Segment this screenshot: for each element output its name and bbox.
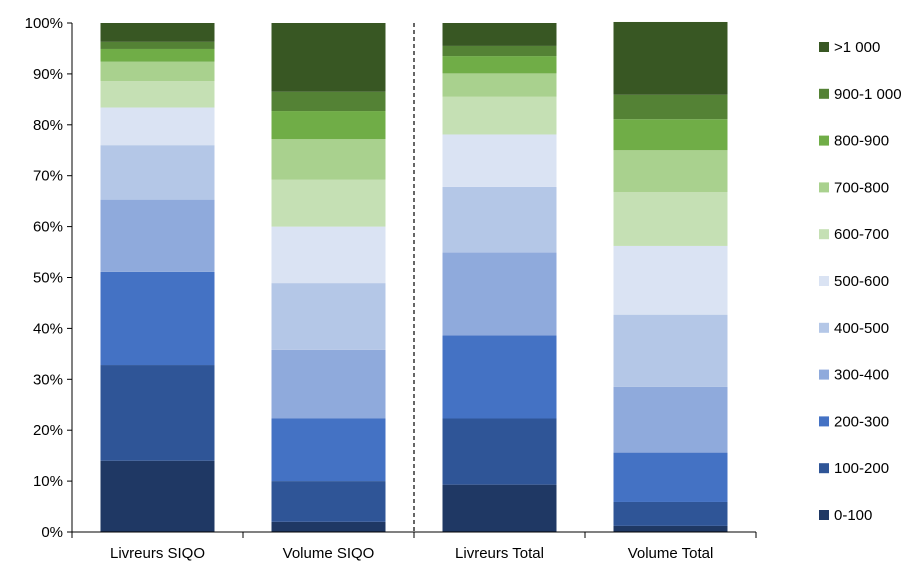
y-tick-label: 0% xyxy=(41,524,63,541)
bar-segment xyxy=(100,41,215,49)
bar-segment xyxy=(613,525,728,532)
legend-swatch xyxy=(819,463,829,474)
bar-segment xyxy=(613,150,728,192)
bar-segment xyxy=(442,56,557,74)
bar-segment xyxy=(271,283,386,350)
bar-segment xyxy=(100,107,215,146)
y-tick-label: 60% xyxy=(33,219,63,236)
bar-segment xyxy=(442,134,557,187)
bar-segment xyxy=(271,139,386,180)
legend-swatch xyxy=(819,229,829,240)
bar-segment xyxy=(442,96,557,135)
bar-segment xyxy=(613,314,728,387)
bar-segment xyxy=(613,191,728,246)
bar-segment xyxy=(100,81,215,108)
bar-segment xyxy=(100,365,215,461)
legend-swatch xyxy=(819,322,829,333)
bar-segment xyxy=(271,226,386,284)
y-tick-label: 90% xyxy=(33,66,63,83)
y-tick-label: 50% xyxy=(33,270,63,287)
legend-label: 500-600 xyxy=(834,273,889,290)
bar-segment xyxy=(271,91,386,112)
bars-layer xyxy=(100,21,728,532)
legend-swatch xyxy=(819,276,829,286)
bar-segment xyxy=(271,481,386,522)
y-tick-label: 40% xyxy=(33,320,63,337)
legend-label: 0-100 xyxy=(834,507,872,524)
legend-label: 600-700 xyxy=(834,226,889,243)
bar-segment xyxy=(100,48,215,62)
bar-segment xyxy=(271,179,386,227)
y-tick-label: 20% xyxy=(33,422,63,439)
legend-swatch xyxy=(819,182,829,193)
bar-segment xyxy=(271,23,386,92)
legend-label: >1 000 xyxy=(834,39,880,56)
y-tick-label: 70% xyxy=(33,168,63,185)
legend-swatch xyxy=(819,135,829,146)
bar-segment xyxy=(442,335,557,419)
bar-segment xyxy=(442,252,557,336)
y-tick-label: 10% xyxy=(33,473,63,490)
x-category-label: Volume SIQO xyxy=(283,545,375,562)
bar-segment xyxy=(613,21,728,95)
y-tick-label: 80% xyxy=(33,117,63,134)
legend-label: 900-1 000 xyxy=(834,86,902,103)
bar-segment xyxy=(613,94,728,120)
bar-segment xyxy=(100,145,215,200)
bar-segment xyxy=(100,271,215,366)
x-category-label: Livreurs SIQO xyxy=(110,545,205,562)
bar-segment xyxy=(613,245,728,315)
legend-swatch xyxy=(819,510,829,520)
bar-segment xyxy=(271,521,386,532)
bar-segment xyxy=(613,452,728,502)
legend-swatch xyxy=(819,369,829,380)
y-tick-label: 100% xyxy=(25,15,63,32)
bar-segment xyxy=(271,111,386,140)
y-tick-label: 30% xyxy=(33,371,63,388)
bar-segment xyxy=(100,460,215,532)
bar-segment xyxy=(442,418,557,485)
x-category-label: Volume Total xyxy=(628,545,714,562)
bar-segment xyxy=(613,501,728,526)
legend-label: 800-900 xyxy=(834,133,889,150)
bar-segment xyxy=(442,45,557,57)
axes-layer: 0% 10% 20% 30% 40% 50% 60% 70% 80% 90% 100% Livreur… xyxy=(25,15,757,562)
bar-segment xyxy=(100,199,215,272)
legend-swatch xyxy=(819,42,829,52)
legend-label: 300-400 xyxy=(834,367,889,384)
bar-segment xyxy=(100,61,215,82)
bar-segment xyxy=(100,23,215,42)
bar-segment xyxy=(271,349,386,419)
x-category-label: Livreurs Total xyxy=(455,545,544,562)
bar-segment xyxy=(442,484,557,532)
bar-segment xyxy=(271,418,386,482)
legend-swatch xyxy=(819,416,829,427)
legend-swatch xyxy=(819,88,829,99)
legend-label: 700-800 xyxy=(834,179,889,196)
bar-segment xyxy=(613,119,728,151)
bar-segment xyxy=(442,186,557,253)
bar-segment xyxy=(613,386,728,453)
bar-segment xyxy=(442,23,557,46)
bar-segment xyxy=(442,73,557,97)
legend-label: 200-300 xyxy=(834,413,889,430)
legend-label: 100-200 xyxy=(834,460,889,477)
legend: >1 000 900-1 000 800-900 700-800 600-700 500-… xyxy=(819,39,902,524)
legend-label: 400-500 xyxy=(834,320,889,337)
